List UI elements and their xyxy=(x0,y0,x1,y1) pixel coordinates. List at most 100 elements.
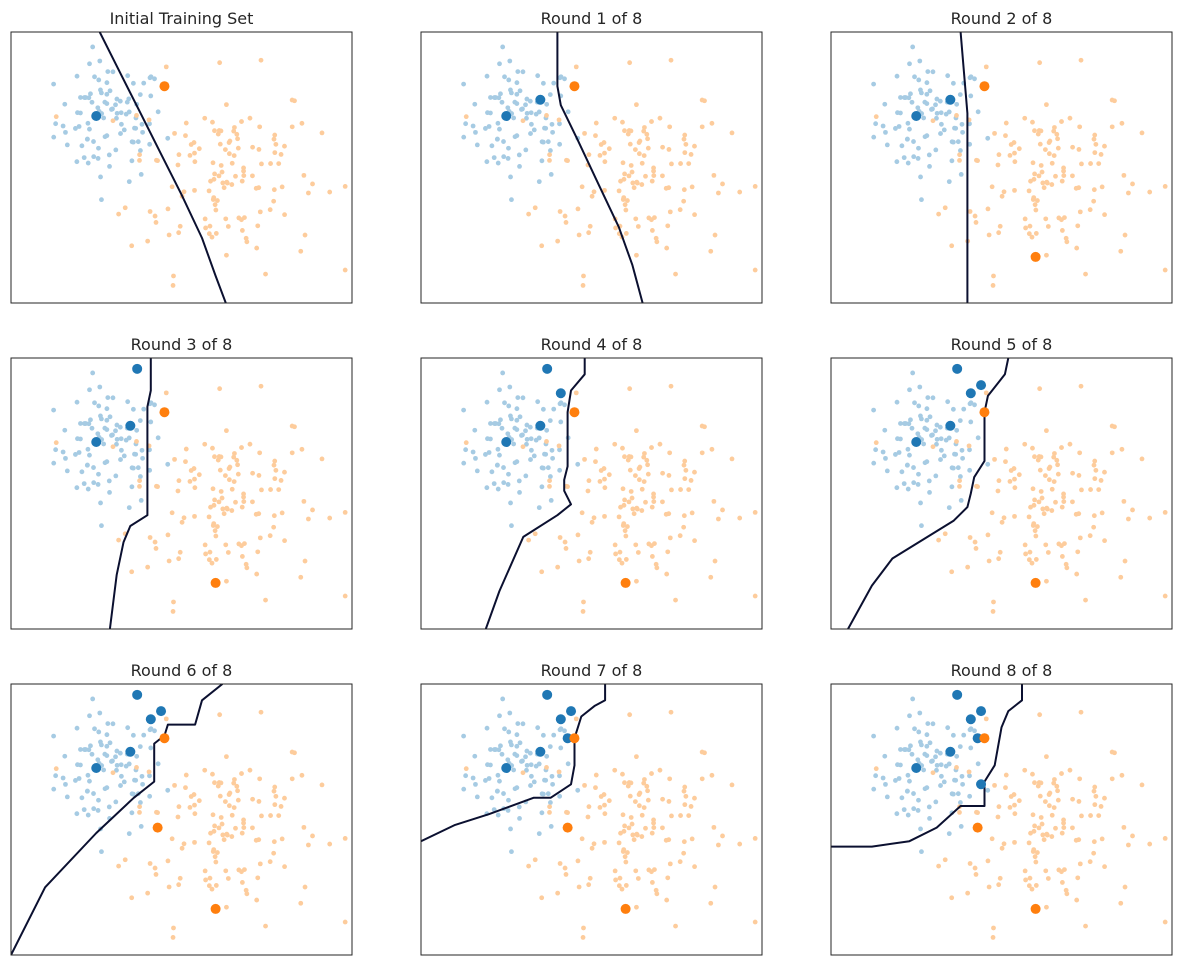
unlabeled-point-orange xyxy=(699,450,705,456)
unlabeled-point-blue xyxy=(908,743,913,749)
unlabeled-point-orange xyxy=(1044,252,1049,258)
unlabeled-point-orange xyxy=(1130,833,1135,839)
unlabeled-point-orange xyxy=(639,160,645,166)
unlabeled-point-orange xyxy=(250,499,255,505)
unlabeled-point-blue xyxy=(934,762,940,768)
unlabeled-point-blue xyxy=(98,739,103,745)
unlabeled-point-blue xyxy=(91,480,97,486)
unlabeled-point-orange xyxy=(597,153,603,158)
unlabeled-point-blue xyxy=(528,773,534,779)
unlabeled-point-orange xyxy=(1092,784,1098,790)
unlabeled-point-orange xyxy=(1037,793,1043,799)
unlabeled-point-orange xyxy=(166,558,172,564)
unlabeled-point-orange xyxy=(271,187,277,193)
unlabeled-point-blue xyxy=(88,91,93,97)
unlabeled-point-blue xyxy=(114,748,120,754)
unlabeled-point-blue xyxy=(955,139,961,145)
unlabeled-point-orange xyxy=(678,161,683,166)
unlabeled-point-orange xyxy=(1093,793,1099,799)
unlabeled-point-blue xyxy=(547,744,553,750)
unlabeled-point-orange xyxy=(628,454,634,460)
unlabeled-point-blue xyxy=(470,775,476,781)
unlabeled-point-orange xyxy=(1030,812,1036,818)
unlabeled-point-blue xyxy=(895,436,900,442)
unlabeled-point-blue xyxy=(147,773,152,779)
unlabeled-point-blue xyxy=(486,776,492,781)
unlabeled-point-orange xyxy=(989,510,995,516)
unlabeled-point-orange xyxy=(692,469,697,475)
unlabeled-point-blue xyxy=(53,773,59,779)
unlabeled-point-orange xyxy=(601,792,607,797)
unlabeled-point-orange xyxy=(575,532,581,538)
unlabeled-point-blue xyxy=(51,407,57,413)
unlabeled-point-orange xyxy=(682,458,688,464)
unlabeled-point-blue xyxy=(106,478,112,484)
unlabeled-point-orange xyxy=(298,248,304,254)
unlabeled-point-blue xyxy=(924,80,930,86)
unlabeled-point-orange xyxy=(229,812,235,818)
unlabeled-point-orange xyxy=(586,230,592,236)
unlabeled-point-blue xyxy=(543,125,549,131)
unlabeled-point-orange xyxy=(667,776,673,782)
unlabeled-point-orange xyxy=(954,765,959,770)
unlabeled-point-orange xyxy=(591,841,597,847)
unlabeled-point-orange xyxy=(129,569,135,575)
unlabeled-point-orange xyxy=(146,117,152,123)
unlabeled-point-blue xyxy=(133,451,139,457)
unlabeled-point-orange xyxy=(1016,472,1022,478)
unlabeled-point-orange xyxy=(242,867,247,872)
unlabeled-point-orange xyxy=(682,784,688,790)
unlabeled-point-orange xyxy=(573,716,579,722)
decision-boundary xyxy=(556,32,644,303)
unlabeled-point-orange xyxy=(1037,467,1043,473)
unlabeled-point-orange xyxy=(239,771,244,776)
unlabeled-point-orange xyxy=(973,220,979,225)
unlabeled-point-blue xyxy=(957,92,963,98)
unlabeled-point-blue xyxy=(514,133,520,139)
unlabeled-point-orange xyxy=(1088,813,1093,818)
unlabeled-point-orange xyxy=(155,158,160,164)
unlabeled-point-orange xyxy=(53,114,59,120)
unlabeled-point-orange xyxy=(1044,428,1049,434)
unlabeled-point-orange xyxy=(628,489,634,494)
unlabeled-point-orange xyxy=(634,904,639,910)
unlabeled-point-blue xyxy=(911,465,916,470)
unlabeled-point-orange xyxy=(1034,524,1040,529)
unlabeled-point-orange xyxy=(273,467,279,473)
unlabeled-point-orange xyxy=(250,470,255,476)
unlabeled-point-orange xyxy=(1099,510,1105,516)
unlabeled-point-orange xyxy=(1139,456,1145,462)
unlabeled-point-orange xyxy=(720,181,725,187)
unlabeled-point-blue xyxy=(905,462,910,468)
unlabeled-point-blue xyxy=(921,115,927,121)
unlabeled-point-blue xyxy=(62,101,68,107)
unlabeled-point-orange xyxy=(327,515,333,521)
unlabeled-point-blue xyxy=(565,761,571,767)
unlabeled-point-orange xyxy=(129,243,135,249)
unlabeled-point-blue xyxy=(104,417,110,423)
unlabeled-point-orange xyxy=(1070,144,1075,150)
unlabeled-point-orange xyxy=(1056,541,1062,547)
unlabeled-point-orange xyxy=(585,814,591,820)
unlabeled-point-orange xyxy=(298,900,304,906)
unlabeled-point-blue xyxy=(949,139,955,145)
unlabeled-point-blue xyxy=(502,400,507,406)
decision-boundary xyxy=(847,358,1010,629)
unlabeled-point-orange xyxy=(643,499,648,505)
unlabeled-point-blue xyxy=(901,155,907,161)
unlabeled-point-blue xyxy=(882,753,888,759)
unlabeled-point-orange xyxy=(122,857,128,863)
unlabeled-point-blue xyxy=(523,473,529,479)
unlabeled-point-blue xyxy=(82,747,87,752)
unlabeled-point-orange xyxy=(227,464,233,470)
unlabeled-point-orange xyxy=(646,541,652,547)
unlabeled-point-blue xyxy=(126,96,132,102)
unlabeled-point-blue xyxy=(515,721,521,726)
unlabeled-point-orange xyxy=(1051,454,1057,460)
unlabeled-point-orange xyxy=(965,564,971,570)
unlabeled-point-orange xyxy=(973,872,979,877)
unlabeled-point-orange xyxy=(1028,830,1033,836)
unlabeled-point-orange xyxy=(606,472,612,478)
unlabeled-point-orange xyxy=(110,770,116,776)
unlabeled-point-blue xyxy=(82,95,87,100)
